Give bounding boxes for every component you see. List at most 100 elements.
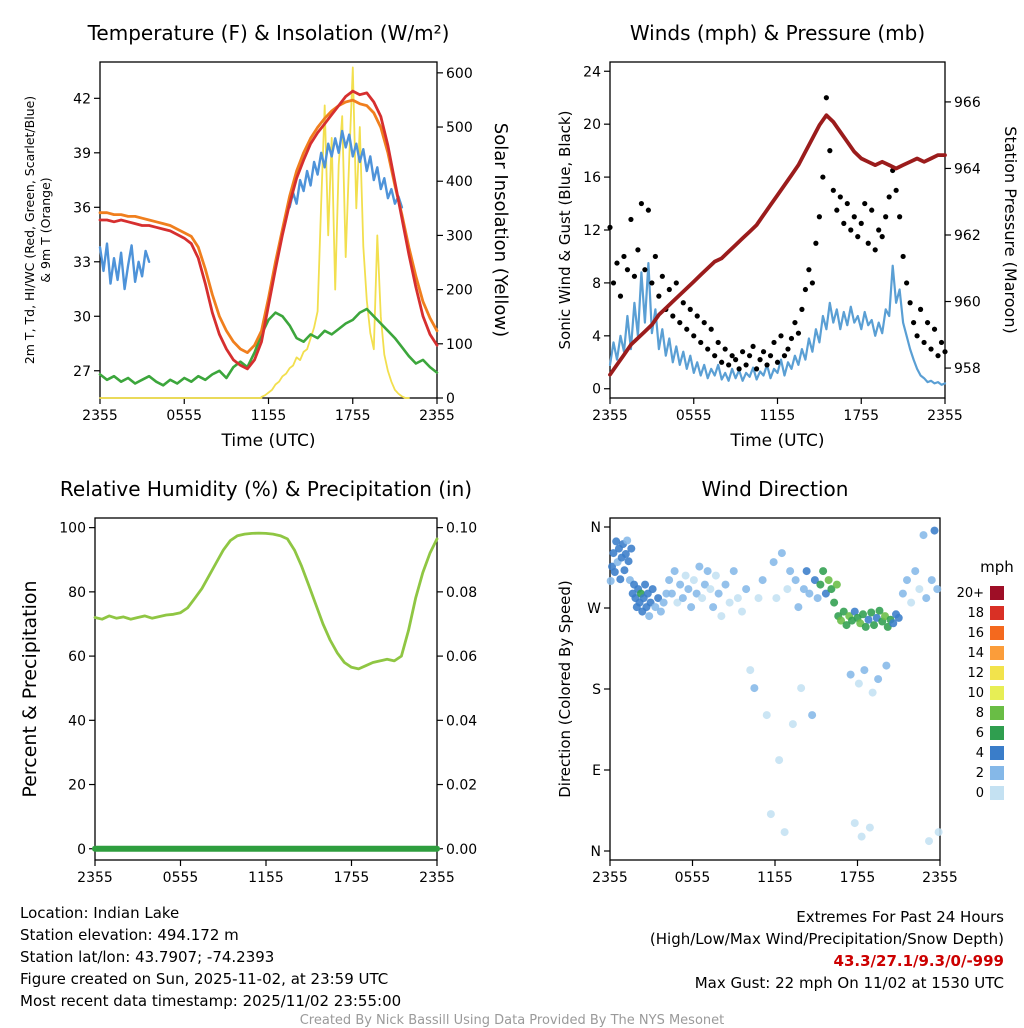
svg-text:0555: 0555 — [676, 408, 712, 424]
svg-text:12: 12 — [583, 223, 601, 239]
svg-text:8: 8 — [592, 276, 601, 292]
svg-text:2355: 2355 — [922, 870, 958, 886]
svg-text:0.06: 0.06 — [446, 649, 477, 665]
svg-text:mph: mph — [980, 558, 1014, 576]
svg-text:0: 0 — [446, 391, 455, 407]
svg-text:4: 4 — [976, 746, 984, 761]
svg-text:500: 500 — [446, 120, 473, 136]
humidity-precip-chart: Relative Humidity (%) & Precipitation (i… — [19, 477, 477, 886]
svg-text:80: 80 — [68, 585, 86, 601]
svg-text:S: S — [592, 682, 601, 698]
svg-text:24: 24 — [583, 64, 601, 80]
svg-text:0: 0 — [592, 382, 601, 398]
svg-text:27: 27 — [73, 364, 91, 380]
svg-text:Relative Humidity (%) & Precip: Relative Humidity (%) & Precipitation (i… — [60, 477, 472, 501]
svg-text:2355: 2355 — [592, 408, 628, 424]
svg-text:W: W — [587, 601, 601, 617]
svg-text:2355: 2355 — [82, 408, 118, 424]
svg-text:1755: 1755 — [840, 870, 876, 886]
svg-text:2355: 2355 — [419, 870, 455, 886]
svg-text:958: 958 — [954, 361, 981, 377]
svg-text:1155: 1155 — [251, 408, 287, 424]
extremes-subtitle: (High/Low/Max Wind/Precipitation/Snow De… — [649, 930, 1004, 948]
svg-text:& 9m T (Orange): & 9m T (Orange) — [38, 177, 53, 282]
svg-text:40: 40 — [68, 713, 86, 729]
svg-text:0555: 0555 — [163, 870, 199, 886]
svg-text:Direction (Colored By Speed): Direction (Colored By Speed) — [556, 580, 574, 798]
svg-text:1155: 1155 — [248, 870, 284, 886]
temperature-insolation-panel: Temperature (F) & Insolation (W/m²) 2355 0… — [0, 0, 512, 460]
svg-text:Time (UTC): Time (UTC) — [221, 431, 316, 451]
svg-text:Time (UTC): Time (UTC) — [730, 431, 825, 451]
svg-text:962: 962 — [954, 228, 981, 244]
svg-text:0.10: 0.10 — [446, 521, 477, 537]
svg-text:0: 0 — [976, 786, 984, 801]
winds-pressure-panel: Winds (mph) & Pressure (mb) 2355 0555 1155 1… — [512, 0, 1024, 460]
svg-text:60: 60 — [68, 649, 86, 665]
svg-text:0.08: 0.08 — [446, 585, 477, 601]
svg-text:Station Pressure (Maroon): Station Pressure (Maroon) — [1001, 126, 1020, 333]
svg-text:2: 2 — [976, 766, 984, 781]
max-gust-line: Max Gust: 22 mph On 11/02 at 1530 UTC — [694, 974, 1004, 992]
svg-text:8: 8 — [976, 706, 984, 721]
svg-text:14: 14 — [967, 646, 984, 661]
svg-text:960: 960 — [954, 295, 981, 311]
svg-text:20+: 20+ — [957, 586, 984, 601]
svg-text:2m T, Td, HI/WC (Red, Green, S: 2m T, Td, HI/WC (Red, Green, Scarlet/Blu… — [22, 96, 37, 364]
svg-text:1155: 1155 — [760, 408, 796, 424]
svg-text:0.00: 0.00 — [446, 842, 477, 858]
elevation-line: Station elevation: 494.172 m — [20, 926, 239, 944]
svg-text:0.02: 0.02 — [446, 778, 477, 794]
svg-text:16: 16 — [967, 626, 984, 641]
svg-text:0.04: 0.04 — [446, 713, 477, 729]
svg-text:100: 100 — [59, 521, 86, 537]
svg-text:39: 39 — [73, 146, 91, 162]
svg-text:2355: 2355 — [77, 870, 113, 886]
svg-text:200: 200 — [446, 283, 473, 299]
svg-text:0: 0 — [77, 842, 86, 858]
svg-text:Winds (mph) & Pressure (mb): Winds (mph) & Pressure (mb) — [630, 21, 925, 45]
extremes-values: 43.3/27.1/9.3/0/-999 — [833, 952, 1004, 970]
svg-text:20: 20 — [583, 117, 601, 133]
station-metadata: Location: Indian Lake Station elevation:… — [20, 902, 401, 1012]
svg-text:1755: 1755 — [335, 408, 371, 424]
svg-text:1755: 1755 — [334, 870, 370, 886]
humidity-precip-panel: Relative Humidity (%) & Precipitation (i… — [0, 460, 512, 892]
svg-text:2355: 2355 — [927, 408, 963, 424]
latlon-line: Station lat/lon: 43.7907; -74.2393 — [20, 948, 275, 966]
credit-line: Created By Nick Bassill Using Data Provi… — [299, 1013, 725, 1028]
figure-created-line: Figure created on Sun, 2025-11-02, at 23… — [20, 970, 389, 988]
svg-text:18: 18 — [967, 606, 984, 621]
svg-text:33: 33 — [73, 255, 91, 271]
location-line: Location: Indian Lake — [20, 904, 180, 922]
svg-text:30: 30 — [73, 309, 91, 325]
svg-text:E: E — [592, 763, 601, 779]
svg-text:300: 300 — [446, 228, 473, 244]
svg-text:400: 400 — [446, 174, 473, 190]
data-timestamp-line: Most recent data timestamp: 2025/11/02 2… — [20, 992, 402, 1010]
svg-text:0555: 0555 — [166, 408, 202, 424]
svg-text:0555: 0555 — [675, 870, 711, 886]
extremes-title: Extremes For Past 24 Hours — [796, 908, 1004, 926]
svg-text:4: 4 — [592, 329, 601, 345]
extremes-block: Extremes For Past 24 Hours (High/Low/Max… — [650, 902, 1004, 1012]
svg-text:Wind Direction: Wind Direction — [702, 477, 849, 501]
footer: Location: Indian Lake Station elevation:… — [0, 892, 1024, 1012]
svg-text:42: 42 — [73, 91, 91, 107]
wind-direction-panel: Wind Direction 2355 0555 1155 1755 2355 N E S W N D… — [512, 460, 1024, 892]
svg-text:966: 966 — [954, 95, 981, 111]
svg-text:Percent & Precipitation: Percent & Precipitation — [19, 580, 41, 797]
svg-text:Solar Insolation (Yellow): Solar Insolation (Yellow) — [490, 123, 511, 337]
wind-direction-chart: Wind Direction 2355 0555 1155 1755 2355 N E S W N D… — [556, 477, 1014, 886]
svg-text:100: 100 — [446, 337, 473, 353]
svg-text:6: 6 — [976, 726, 984, 741]
svg-text:600: 600 — [446, 66, 473, 82]
svg-text:N: N — [591, 844, 601, 860]
svg-text:16: 16 — [583, 170, 601, 186]
svg-text:36: 36 — [73, 200, 91, 216]
svg-text:1155: 1155 — [757, 870, 793, 886]
temperature-insolation-chart: Temperature (F) & Insolation (W/m²) 2355 0… — [22, 21, 511, 451]
svg-text:Temperature (F) & Insolation (: Temperature (F) & Insolation (W/m²) — [87, 21, 450, 45]
svg-text:Sonic Wind & Gust (Blue, Black: Sonic Wind & Gust (Blue, Black) — [556, 111, 574, 350]
